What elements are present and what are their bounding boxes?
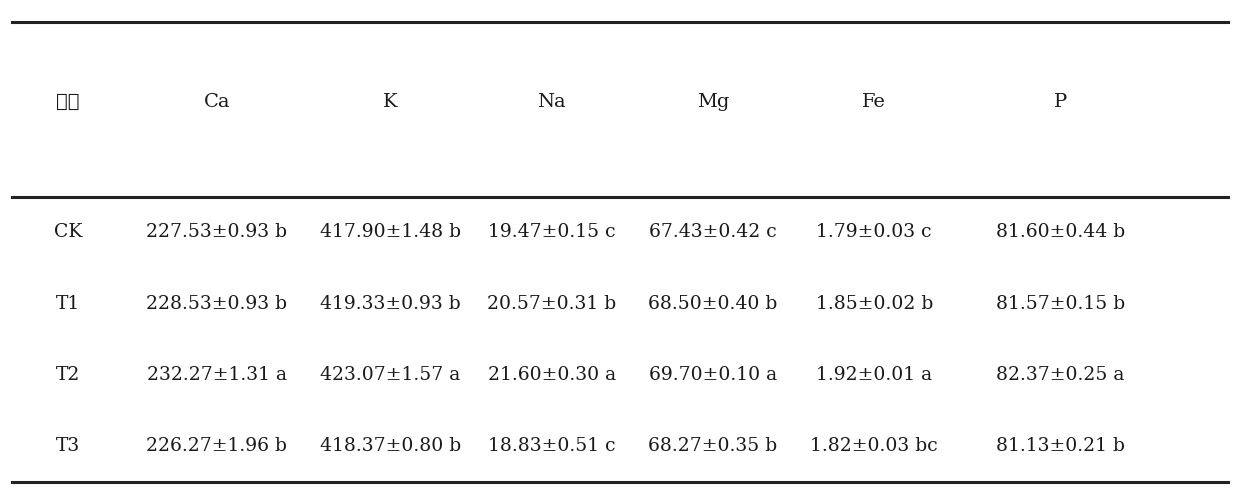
Text: T1: T1 [56, 295, 81, 313]
Text: 68.50±0.40 b: 68.50±0.40 b [649, 295, 777, 313]
Text: T2: T2 [56, 366, 81, 384]
Text: 处理: 处理 [57, 93, 79, 111]
Text: 82.37±0.25 a: 82.37±0.25 a [996, 366, 1125, 384]
Text: 69.70±0.10 a: 69.70±0.10 a [649, 366, 777, 384]
Text: CK: CK [55, 223, 82, 242]
Text: 21.60±0.30 a: 21.60±0.30 a [487, 366, 616, 384]
Text: 67.43±0.42 c: 67.43±0.42 c [650, 223, 776, 242]
Text: 18.83±0.51 c: 18.83±0.51 c [489, 437, 615, 456]
Text: P: P [1054, 93, 1066, 111]
Text: Ca: Ca [203, 93, 231, 111]
Text: 1.79±0.03 c: 1.79±0.03 c [816, 223, 932, 242]
Text: 419.33±0.93 b: 419.33±0.93 b [320, 295, 461, 313]
Text: 81.57±0.15 b: 81.57±0.15 b [996, 295, 1125, 313]
Text: 418.37±0.80 b: 418.37±0.80 b [320, 437, 461, 456]
Text: 232.27±1.31 a: 232.27±1.31 a [148, 366, 286, 384]
Text: 228.53±0.93 b: 228.53±0.93 b [146, 295, 288, 313]
Text: Fe: Fe [862, 93, 887, 111]
Text: 226.27±1.96 b: 226.27±1.96 b [146, 437, 288, 456]
Text: 227.53±0.93 b: 227.53±0.93 b [146, 223, 288, 242]
Text: 1.85±0.02 b: 1.85±0.02 b [816, 295, 932, 313]
Text: Mg: Mg [697, 93, 729, 111]
Text: 423.07±1.57 a: 423.07±1.57 a [320, 366, 461, 384]
Text: 68.27±0.35 b: 68.27±0.35 b [649, 437, 777, 456]
Text: T3: T3 [56, 437, 81, 456]
Text: 81.60±0.44 b: 81.60±0.44 b [996, 223, 1125, 242]
Text: 19.47±0.15 c: 19.47±0.15 c [489, 223, 615, 242]
Text: Na: Na [537, 93, 567, 111]
Text: 1.82±0.03 bc: 1.82±0.03 bc [811, 437, 937, 456]
Text: K: K [383, 93, 398, 111]
Text: 417.90±1.48 b: 417.90±1.48 b [320, 223, 461, 242]
Text: 1.92±0.01 a: 1.92±0.01 a [816, 366, 932, 384]
Text: 81.13±0.21 b: 81.13±0.21 b [996, 437, 1125, 456]
Text: 20.57±0.31 b: 20.57±0.31 b [487, 295, 616, 313]
